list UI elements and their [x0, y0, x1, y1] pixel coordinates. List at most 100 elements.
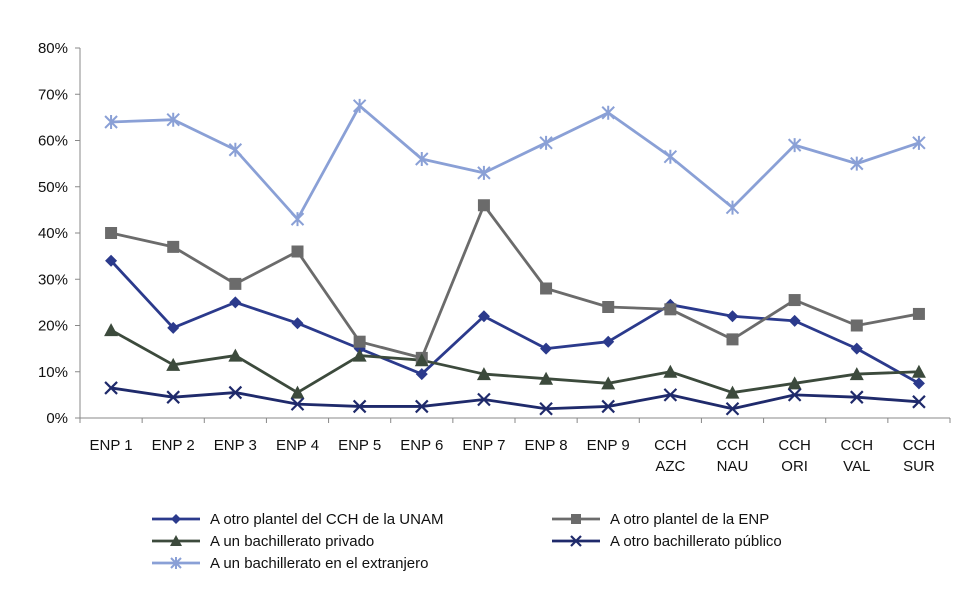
- legend-item: A un bachillerato en el extranjero: [150, 552, 428, 574]
- chart-legend: A otro plantel del CCH de la UNAM A otro …: [150, 508, 950, 596]
- legend-swatch: [152, 557, 200, 569]
- data-point: [105, 227, 118, 239]
- data-point: [787, 138, 802, 153]
- data-point: [477, 165, 491, 180]
- data-point: [290, 212, 305, 227]
- y-tick-label: 40%: [38, 225, 68, 242]
- data-point: [787, 388, 802, 402]
- legend-item: A un bachillerato privado: [150, 530, 374, 552]
- data-point: [477, 392, 491, 407]
- data-point: [540, 342, 553, 355]
- data-point: [291, 317, 304, 330]
- data-point: [912, 377, 925, 390]
- data-point: [911, 364, 926, 378]
- legend-label: A otro bachillerato público: [610, 532, 782, 550]
- data-point: [353, 335, 366, 348]
- data-point: [664, 303, 677, 316]
- x-tick-label: CCH SUR: [903, 437, 936, 475]
- data-point: [229, 296, 242, 309]
- x-tick-label: ENP 7: [462, 437, 505, 454]
- data-point: [850, 319, 863, 332]
- legend-swatch: [152, 514, 200, 524]
- data-point: [539, 135, 553, 150]
- data-point: [912, 307, 925, 320]
- y-tick-label: 70%: [38, 86, 68, 103]
- data-point: [167, 240, 180, 253]
- data-point: [166, 390, 180, 404]
- x-tick-label: ENP 4: [276, 437, 319, 454]
- data-point: [601, 399, 615, 414]
- x-tick-label: ENP 9: [587, 437, 630, 454]
- data-point: [415, 399, 429, 414]
- y-tick-label: 80%: [38, 40, 68, 57]
- data-point: [415, 152, 429, 166]
- data-point: [788, 294, 801, 307]
- data-point: [291, 245, 304, 258]
- data-point: [415, 368, 428, 381]
- x-tick-label: ENP 2: [152, 437, 195, 454]
- x-tick-label: ENP 6: [400, 437, 443, 454]
- data-point: [663, 149, 678, 164]
- x-tick-label: CCH AZC: [654, 437, 687, 475]
- data-point: [167, 321, 180, 334]
- series-markers: [104, 98, 926, 416]
- series-line-2: [110, 203, 920, 360]
- data-point: [539, 401, 553, 416]
- data-point: [539, 371, 554, 385]
- x-tick-label: CCH VAL: [841, 437, 874, 475]
- legend-item: A otro plantel de la ENP: [550, 508, 769, 530]
- y-tick-label: 60%: [38, 133, 68, 150]
- series-line-3: [110, 328, 919, 394]
- data-point: [104, 323, 119, 337]
- legend-swatch: [552, 535, 600, 547]
- y-tick-label: 30%: [38, 271, 68, 288]
- x-tick-label: CCH NAU: [716, 437, 749, 475]
- legend-label: A un bachillerato en el extranjero: [210, 554, 429, 572]
- data-point: [912, 135, 926, 150]
- data-point: [602, 301, 615, 313]
- data-point: [787, 376, 802, 390]
- data-point: [104, 115, 118, 129]
- data-point: [104, 381, 118, 395]
- data-point: [290, 397, 305, 411]
- data-point: [912, 395, 926, 409]
- legend-item: A otro bachillerato público: [550, 530, 782, 552]
- data-point: [477, 310, 490, 323]
- y-tick-label: 50%: [38, 179, 68, 196]
- data-point: [414, 353, 429, 367]
- data-point: [228, 348, 243, 362]
- data-point: [166, 112, 180, 127]
- chart-axes: [79, 48, 950, 419]
- data-point: [601, 105, 615, 120]
- data-point: [725, 200, 740, 215]
- data-point: [352, 399, 367, 414]
- data-point: [540, 282, 553, 295]
- data-point: [602, 335, 615, 348]
- x-tick-label: CCH ORI: [778, 437, 811, 475]
- data-point: [850, 390, 864, 404]
- legend-item: A otro plantel del CCH de la UNAM: [150, 508, 443, 530]
- legend-label: A un bachillerato privado: [210, 532, 375, 550]
- series-line-5: [111, 104, 920, 221]
- data-point: [726, 310, 739, 323]
- data-point: [352, 98, 367, 113]
- x-tick-label: ENP 5: [338, 437, 381, 454]
- data-point: [228, 142, 243, 157]
- x-tick-label: ENP 1: [90, 437, 133, 454]
- y-tick-label: 0%: [46, 410, 68, 427]
- legend-label: A otro plantel de la ENP: [610, 510, 770, 528]
- data-point: [725, 401, 740, 416]
- data-point: [352, 348, 367, 362]
- x-tick-label: ENP 8: [525, 437, 568, 454]
- y-tick-label: 10%: [38, 364, 68, 381]
- data-point: [476, 367, 491, 381]
- data-point: [105, 254, 118, 267]
- x-axis-ticks: ENP 1 ENP 2 ENP 3 ENP 4 ENP 5 ENP 6 ENP 7 ENP 8…: [79, 418, 951, 475]
- legend-label: A otro plantel del CCH de la UNAM: [210, 510, 444, 528]
- y-axis-ticks: 0% 10% 20% 30% 40% 50% 60% 70% 80%: [38, 40, 80, 427]
- data-point: [477, 199, 490, 212]
- data-point: [726, 333, 739, 346]
- series-lines: [110, 104, 920, 411]
- data-point: [788, 314, 801, 327]
- data-point: [229, 277, 242, 290]
